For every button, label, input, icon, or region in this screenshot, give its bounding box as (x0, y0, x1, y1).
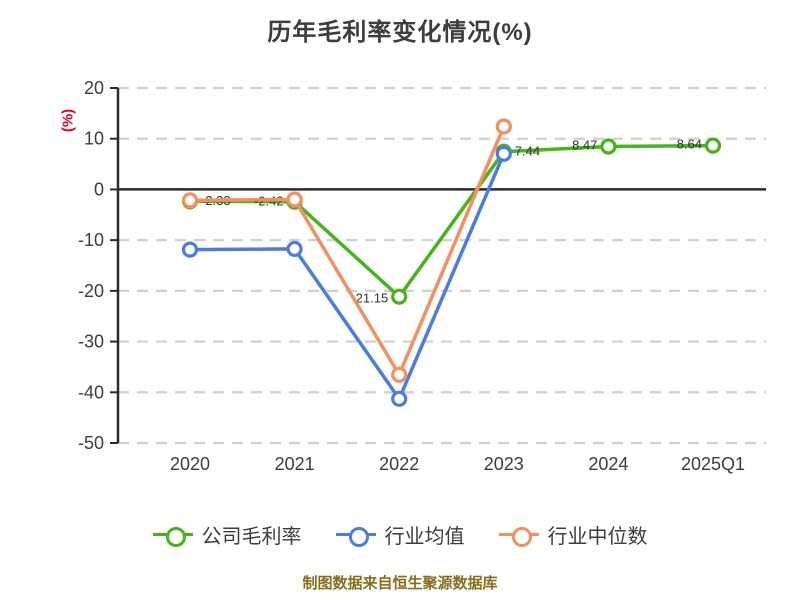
data-label: 8.47 (572, 137, 597, 152)
x-tick-label: 2024 (588, 454, 628, 474)
legend-item-company-gross-margin[interactable]: 公司毛利率 (152, 520, 302, 549)
y-tick-label: -50 (78, 433, 104, 453)
legend-label: 行业均值 (384, 526, 465, 548)
data-label: 7.44 (515, 144, 540, 159)
y-tick-label: -10 (78, 230, 104, 250)
y-tick-label: 20 (84, 78, 104, 98)
series-line-公司毛利率 (189, 143, 714, 299)
data-point (391, 288, 408, 305)
legend: 公司毛利率 行业均值 行业中位数 (0, 520, 800, 549)
data-point (704, 137, 722, 154)
y-tick-label: -30 (78, 332, 104, 352)
data-point (600, 138, 617, 155)
legend-label: 公司毛利率 (201, 526, 302, 548)
data-label: 8.64 (677, 137, 702, 152)
data-point (495, 118, 512, 135)
series-line-行业中位数 (189, 125, 506, 377)
data-point (391, 366, 408, 383)
data-label: -21.15 (351, 291, 388, 306)
y-tick-label: -20 (78, 281, 104, 301)
legend-marker-blue (335, 526, 376, 547)
data-point (286, 191, 303, 208)
x-tick-label: 2023 (484, 454, 524, 474)
x-tick-label: 2025Q1 (681, 454, 745, 474)
data-point (181, 192, 199, 209)
data-point (495, 145, 512, 162)
data-point (181, 241, 199, 258)
legend-item-industry-mean[interactable]: 行业均值 (335, 520, 465, 549)
legend-label: 行业中位数 (547, 526, 648, 548)
series-line-行业均值 (189, 153, 506, 401)
y-tick-label: 10 (84, 129, 104, 149)
y-tick-label: -40 (78, 382, 104, 402)
data-point (391, 390, 408, 407)
legend-marker-orange (498, 526, 539, 547)
chart-title: 历年毛利率变化情况(%) (267, 19, 533, 46)
source-caption: 制图数据来自恒生聚源数据库 (302, 575, 498, 592)
x-tick-label: 2021 (275, 454, 315, 474)
x-tick-label: 2020 (170, 454, 210, 474)
legend-item-industry-median[interactable]: 行业中位数 (498, 520, 648, 549)
y-tick-label: 0 (94, 179, 104, 199)
legend-marker-green (152, 526, 193, 547)
data-point (286, 240, 303, 258)
x-tick-label: 2022 (379, 454, 419, 474)
